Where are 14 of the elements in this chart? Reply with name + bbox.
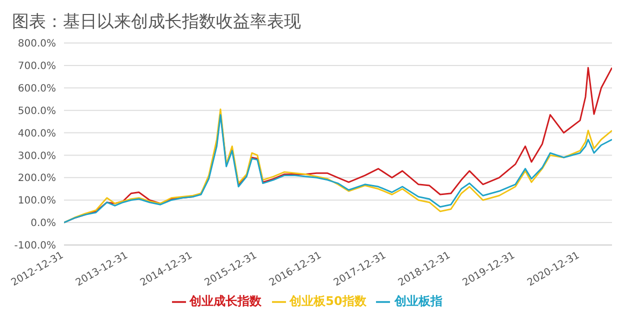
y-tick-label: -100.0% <box>14 240 56 252</box>
y-tick-label: 300.0% <box>18 150 56 162</box>
legend-label: 创业成长指数 <box>190 294 262 308</box>
y-tick-label: 700.0% <box>18 60 56 72</box>
y-tick-label: 200.0% <box>18 173 56 184</box>
legend-label: 创业板指 <box>394 294 442 308</box>
y-tick-label: 400.0% <box>18 128 56 140</box>
y-tick-label: 100.0% <box>18 196 56 207</box>
y-tick-label: 800.0% <box>18 38 56 50</box>
legend-label: 创业板50指数 <box>290 294 366 308</box>
y-tick-label: 0.0% <box>30 218 56 230</box>
chart-title: 图表：基日以来创成长指数收益率表现 <box>11 11 302 34</box>
y-tick-label: 500.0% <box>18 106 56 117</box>
y-tick-label: 600.0% <box>18 83 56 94</box>
